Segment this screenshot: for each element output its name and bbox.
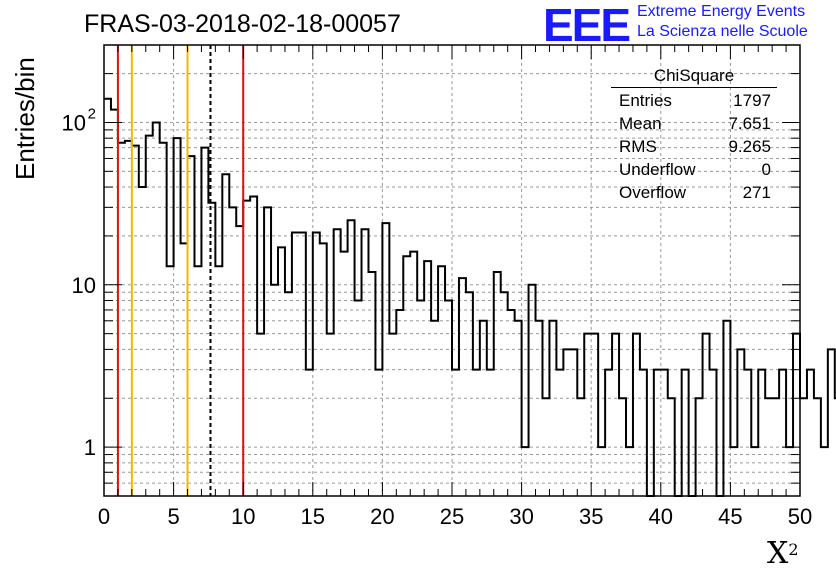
- y-tick-label: 10: [72, 273, 96, 298]
- x-tick-label: 5: [167, 504, 179, 529]
- x-tick-label: 20: [370, 504, 394, 529]
- x-tick-label: 15: [301, 504, 325, 529]
- y-tick-label-exponent: 2: [88, 105, 96, 122]
- x-tick-label: 25: [440, 504, 464, 529]
- stats-value: 9.265: [728, 137, 771, 156]
- stats-value: 7.651: [728, 114, 771, 133]
- stats-label: RMS: [619, 137, 657, 156]
- stats-row-entries: Entries 1797: [611, 89, 777, 112]
- chart-title: FRAS-03-2018-02-18-00057: [84, 10, 401, 38]
- stats-row-overflow: Overflow 271: [611, 181, 777, 204]
- stats-value: 271: [742, 183, 771, 202]
- x-axis-label-superscript: 2: [788, 540, 799, 559]
- x-tick-label: 10: [231, 504, 255, 529]
- stats-label: Overflow: [619, 183, 687, 202]
- x-tick-label: 0: [98, 504, 110, 529]
- logo-line-2: La Scienza nelle Scuole: [637, 23, 808, 40]
- x-axis-label: X2: [767, 536, 799, 571]
- x-tick-label: 50: [788, 504, 812, 529]
- stats-value: 1797: [733, 91, 771, 110]
- stats-label: Underflow: [619, 160, 696, 179]
- stats-value: 0: [761, 160, 771, 179]
- x-axis-label-base: X: [767, 536, 789, 571]
- logo-line-1: Extreme Energy Events: [637, 3, 806, 20]
- stats-label: Entries: [619, 91, 672, 110]
- eee-logo: EEE: [543, 0, 631, 51]
- stats-title: ChiSquare: [611, 66, 777, 88]
- x-tick-label: 30: [509, 504, 533, 529]
- stats-box: ChiSquare Entries 1797 Mean 7.651 RMS 9.265…: [611, 66, 777, 204]
- stats-label: Mean: [619, 114, 662, 133]
- stats-row-underflow: Underflow 0: [611, 158, 777, 181]
- x-tick-label: 35: [579, 504, 603, 529]
- stats-row-mean: Mean 7.651: [611, 112, 777, 135]
- stats-row-rms: RMS 9.265: [611, 135, 777, 158]
- y-axis-label: Entries/bin: [10, 57, 40, 180]
- histogram-line: [104, 97, 836, 497]
- x-tick-label: 40: [649, 504, 673, 529]
- x-tick-label: 45: [718, 504, 742, 529]
- y-tick-label: 1: [84, 435, 96, 460]
- y-tick-label: 10: [62, 110, 86, 135]
